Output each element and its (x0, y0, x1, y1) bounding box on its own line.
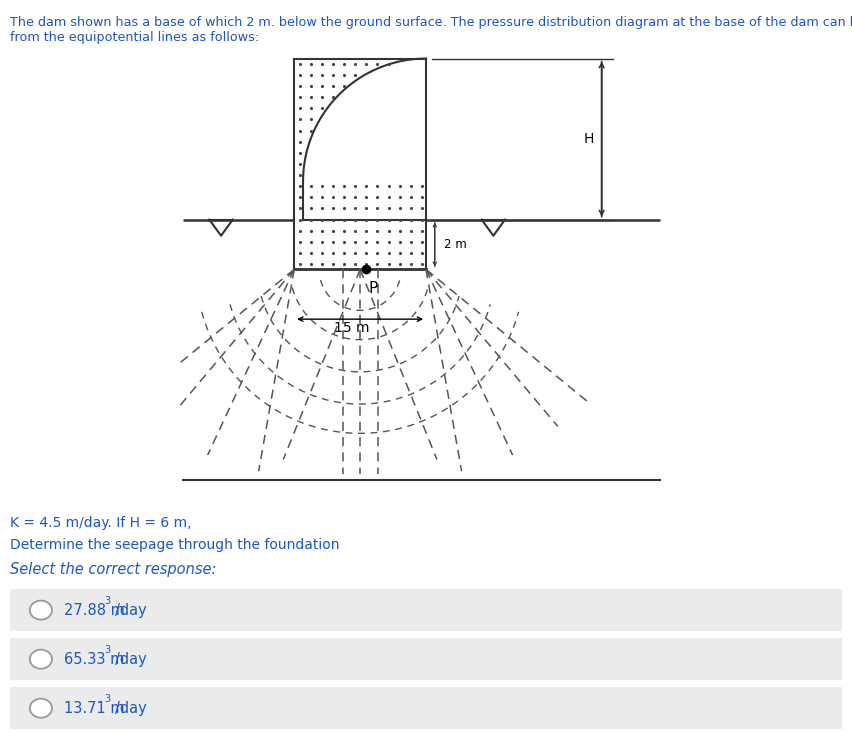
Text: /day: /day (115, 602, 147, 618)
Text: The dam shown has a base of which 2 m. below the ground surface. The pressure di: The dam shown has a base of which 2 m. b… (10, 16, 852, 29)
Text: 15 m: 15 m (334, 321, 369, 335)
Text: 3: 3 (105, 597, 111, 606)
Text: K = 4.5 m/day. If H = 6 m,: K = 4.5 m/day. If H = 6 m, (10, 516, 192, 530)
Text: 65.33 m: 65.33 m (64, 651, 124, 667)
Text: P: P (369, 281, 378, 296)
Text: 3: 3 (105, 695, 111, 704)
Text: from the equipotential lines as follows:: from the equipotential lines as follows: (10, 31, 260, 44)
Text: Determine the seepage through the foundation: Determine the seepage through the founda… (10, 538, 340, 552)
Text: 27.88 m: 27.88 m (64, 602, 124, 618)
Text: H: H (584, 132, 594, 146)
Text: 2 m: 2 m (444, 238, 466, 251)
Text: /day: /day (115, 651, 147, 667)
Text: 3: 3 (105, 646, 111, 655)
Text: /day: /day (115, 701, 147, 716)
Text: Select the correct response:: Select the correct response: (10, 562, 216, 577)
Text: 13.71 m: 13.71 m (64, 701, 124, 716)
